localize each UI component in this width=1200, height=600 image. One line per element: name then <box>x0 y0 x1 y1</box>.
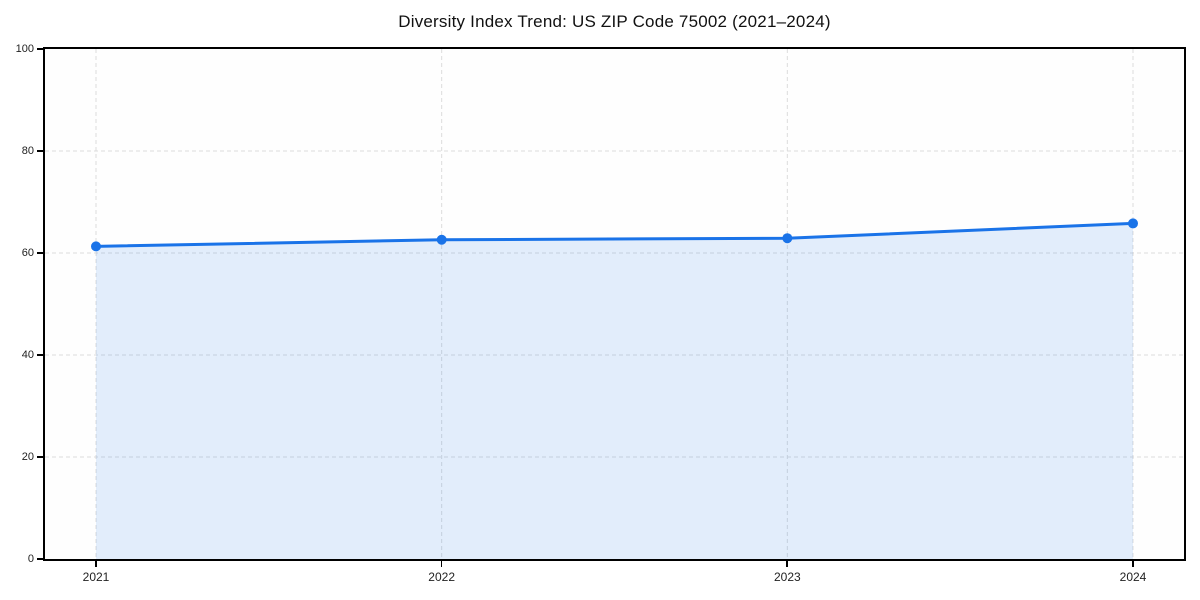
chart-canvas <box>45 49 1184 559</box>
x-tick-label: 2022 <box>428 570 455 584</box>
y-tick-label: 80 <box>21 145 34 157</box>
data-point-marker <box>91 241 101 252</box>
x-tick-label: 2021 <box>82 570 110 584</box>
y-tick-mark <box>37 558 43 560</box>
y-tick-mark <box>37 150 43 152</box>
data-point-marker <box>782 233 793 244</box>
series-line <box>94 221 1135 248</box>
y-tick-label: 100 <box>15 43 34 55</box>
data-point-marker <box>436 234 447 245</box>
x-tick-mark <box>95 561 97 567</box>
y-tick-mark <box>37 456 43 458</box>
y-tick-mark <box>37 252 43 254</box>
y-tick-mark <box>37 354 43 356</box>
x-tick-mark <box>786 561 788 567</box>
y-tick-mark <box>37 48 43 50</box>
y-tick-label: 20 <box>21 451 34 463</box>
y-tick-label: 60 <box>21 247 34 259</box>
x-tick-label: 2024 <box>1119 570 1147 584</box>
plot-area <box>43 47 1186 561</box>
y-tick-label: 0 <box>27 553 34 565</box>
x-tick-mark <box>440 561 443 567</box>
series-area-fill <box>96 223 1133 559</box>
data-point-marker <box>1128 218 1138 229</box>
y-tick-label: 40 <box>21 349 34 361</box>
chart-title: Diversity Index Trend: US ZIP Code 75002… <box>398 12 831 31</box>
x-tick-mark <box>1132 561 1134 567</box>
x-tick-label: 2023 <box>773 570 801 584</box>
